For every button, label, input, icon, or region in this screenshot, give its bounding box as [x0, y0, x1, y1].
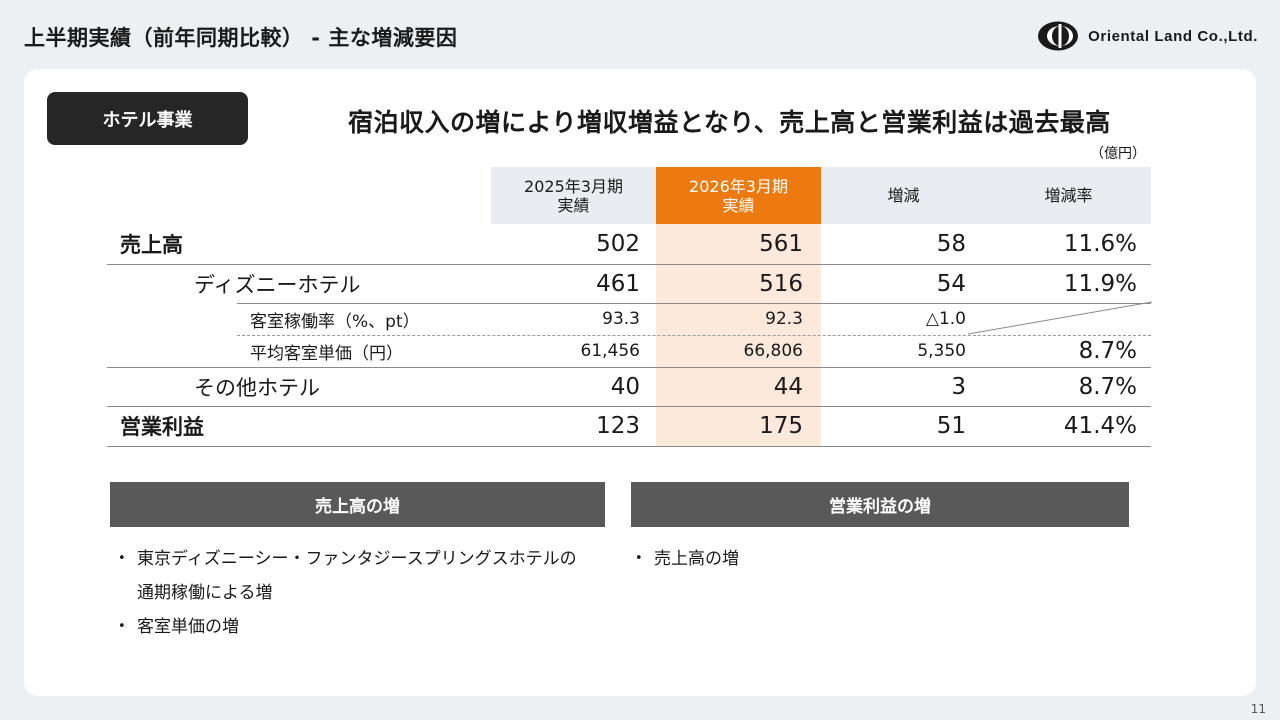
row-label: 平均客室単価（円） — [250, 343, 403, 364]
cell-rate: 8.7% — [1078, 373, 1137, 400]
unit-label: （億円） — [1090, 146, 1146, 162]
cell-prev: 123 — [596, 413, 640, 439]
table-row: 営業利益 123 175 51 41.4% — [107, 406, 1151, 446]
row-divider — [237, 303, 1151, 304]
diagonal-na-line — [968, 301, 1152, 335]
cell-cur: 516 — [759, 270, 803, 297]
cell-rate: 11.9% — [1063, 270, 1137, 297]
list-item: 客室単価の増 — [110, 610, 577, 644]
cell-rate: 8.7% — [1078, 338, 1137, 364]
row-label: 売上高 — [120, 233, 183, 257]
logo-text: Oriental Land Co.,Ltd. — [1088, 27, 1258, 45]
header-diff: 増減 — [821, 167, 986, 224]
row-divider — [107, 446, 1151, 447]
row-divider — [107, 264, 1151, 265]
cell-prev: 93.3 — [602, 309, 640, 329]
content-card: ホテル事業 宿泊収入の増により増収増益となり、売上高と営業利益は過去最高 （億円… — [24, 69, 1256, 696]
headline: 宿泊収入の増により増収増益となり、売上高と営業利益は過去最高 — [348, 108, 1111, 137]
cell-diff: △1.0 — [925, 309, 966, 329]
row-divider — [107, 367, 1151, 368]
table-row: 平均客室単価（円） 61,456 66,806 5,350 8.7% — [107, 335, 1151, 367]
cell-diff: 3 — [951, 373, 966, 400]
cell-prev: 61,456 — [580, 341, 640, 361]
row-label: 客室稼働率（%、pt） — [250, 311, 420, 332]
cell-diff: 54 — [936, 270, 966, 297]
table-row: その他ホテル 40 44 3 8.7% — [107, 367, 1151, 406]
table-row: ディズニーホテル 461 516 54 11.9% — [107, 264, 1151, 303]
row-label: ディズニーホテル — [194, 272, 361, 297]
cell-cur: 44 — [773, 373, 803, 400]
cell-cur: 92.3 — [765, 309, 803, 329]
row-divider — [107, 406, 1151, 407]
list-item-continuation: 通期稼働による増 — [137, 583, 273, 603]
cell-cur: 66,806 — [743, 341, 803, 361]
cell-rate: 11.6% — [1063, 231, 1137, 257]
table-row: 売上高 502 561 58 11.6% — [107, 224, 1151, 264]
cell-prev: 461 — [596, 270, 640, 297]
header-prev-year: 2025年3月期 実績 — [491, 167, 656, 224]
cell-cur: 561 — [759, 231, 803, 257]
cell-diff: 51 — [936, 413, 966, 439]
cell-cur: 175 — [759, 413, 803, 439]
sales-increase-list: 東京ディズニーシー・ファンタジースプリングスホテルの 通期稼働による増 客室単価… — [110, 542, 577, 644]
cell-rate: 41.4% — [1063, 413, 1137, 439]
list-item: 東京ディズニーシー・ファンタジースプリングスホテルの — [110, 542, 577, 576]
page-number: 11 — [1250, 702, 1266, 716]
row-label: 営業利益 — [120, 415, 204, 439]
profit-increase-header: 営業利益の増 — [631, 482, 1129, 527]
cell-diff: 58 — [936, 231, 966, 257]
row-divider — [237, 335, 1151, 336]
company-logo: Oriental Land Co.,Ltd. — [1036, 20, 1258, 52]
header-current-year: 2026年3月期 実績 — [656, 167, 821, 224]
segment-badge: ホテル事業 — [47, 92, 248, 145]
profit-increase-list: 売上高の増 — [627, 542, 739, 576]
row-label: その他ホテル — [194, 375, 320, 400]
sales-increase-header: 売上高の増 — [110, 482, 605, 527]
oriental-land-logo-icon — [1038, 21, 1079, 51]
cell-prev: 502 — [596, 231, 640, 257]
table-row: 客室稼働率（%、pt） 93.3 92.3 △1.0 — [107, 303, 1151, 335]
cell-diff: 5,350 — [917, 341, 966, 361]
page-title: 上半期実績（前年同期比較） - 主な増減要因 — [24, 26, 458, 50]
header-rate: 増減率 — [986, 167, 1151, 224]
list-item: 売上高の増 — [627, 542, 739, 576]
cell-prev: 40 — [610, 373, 640, 400]
